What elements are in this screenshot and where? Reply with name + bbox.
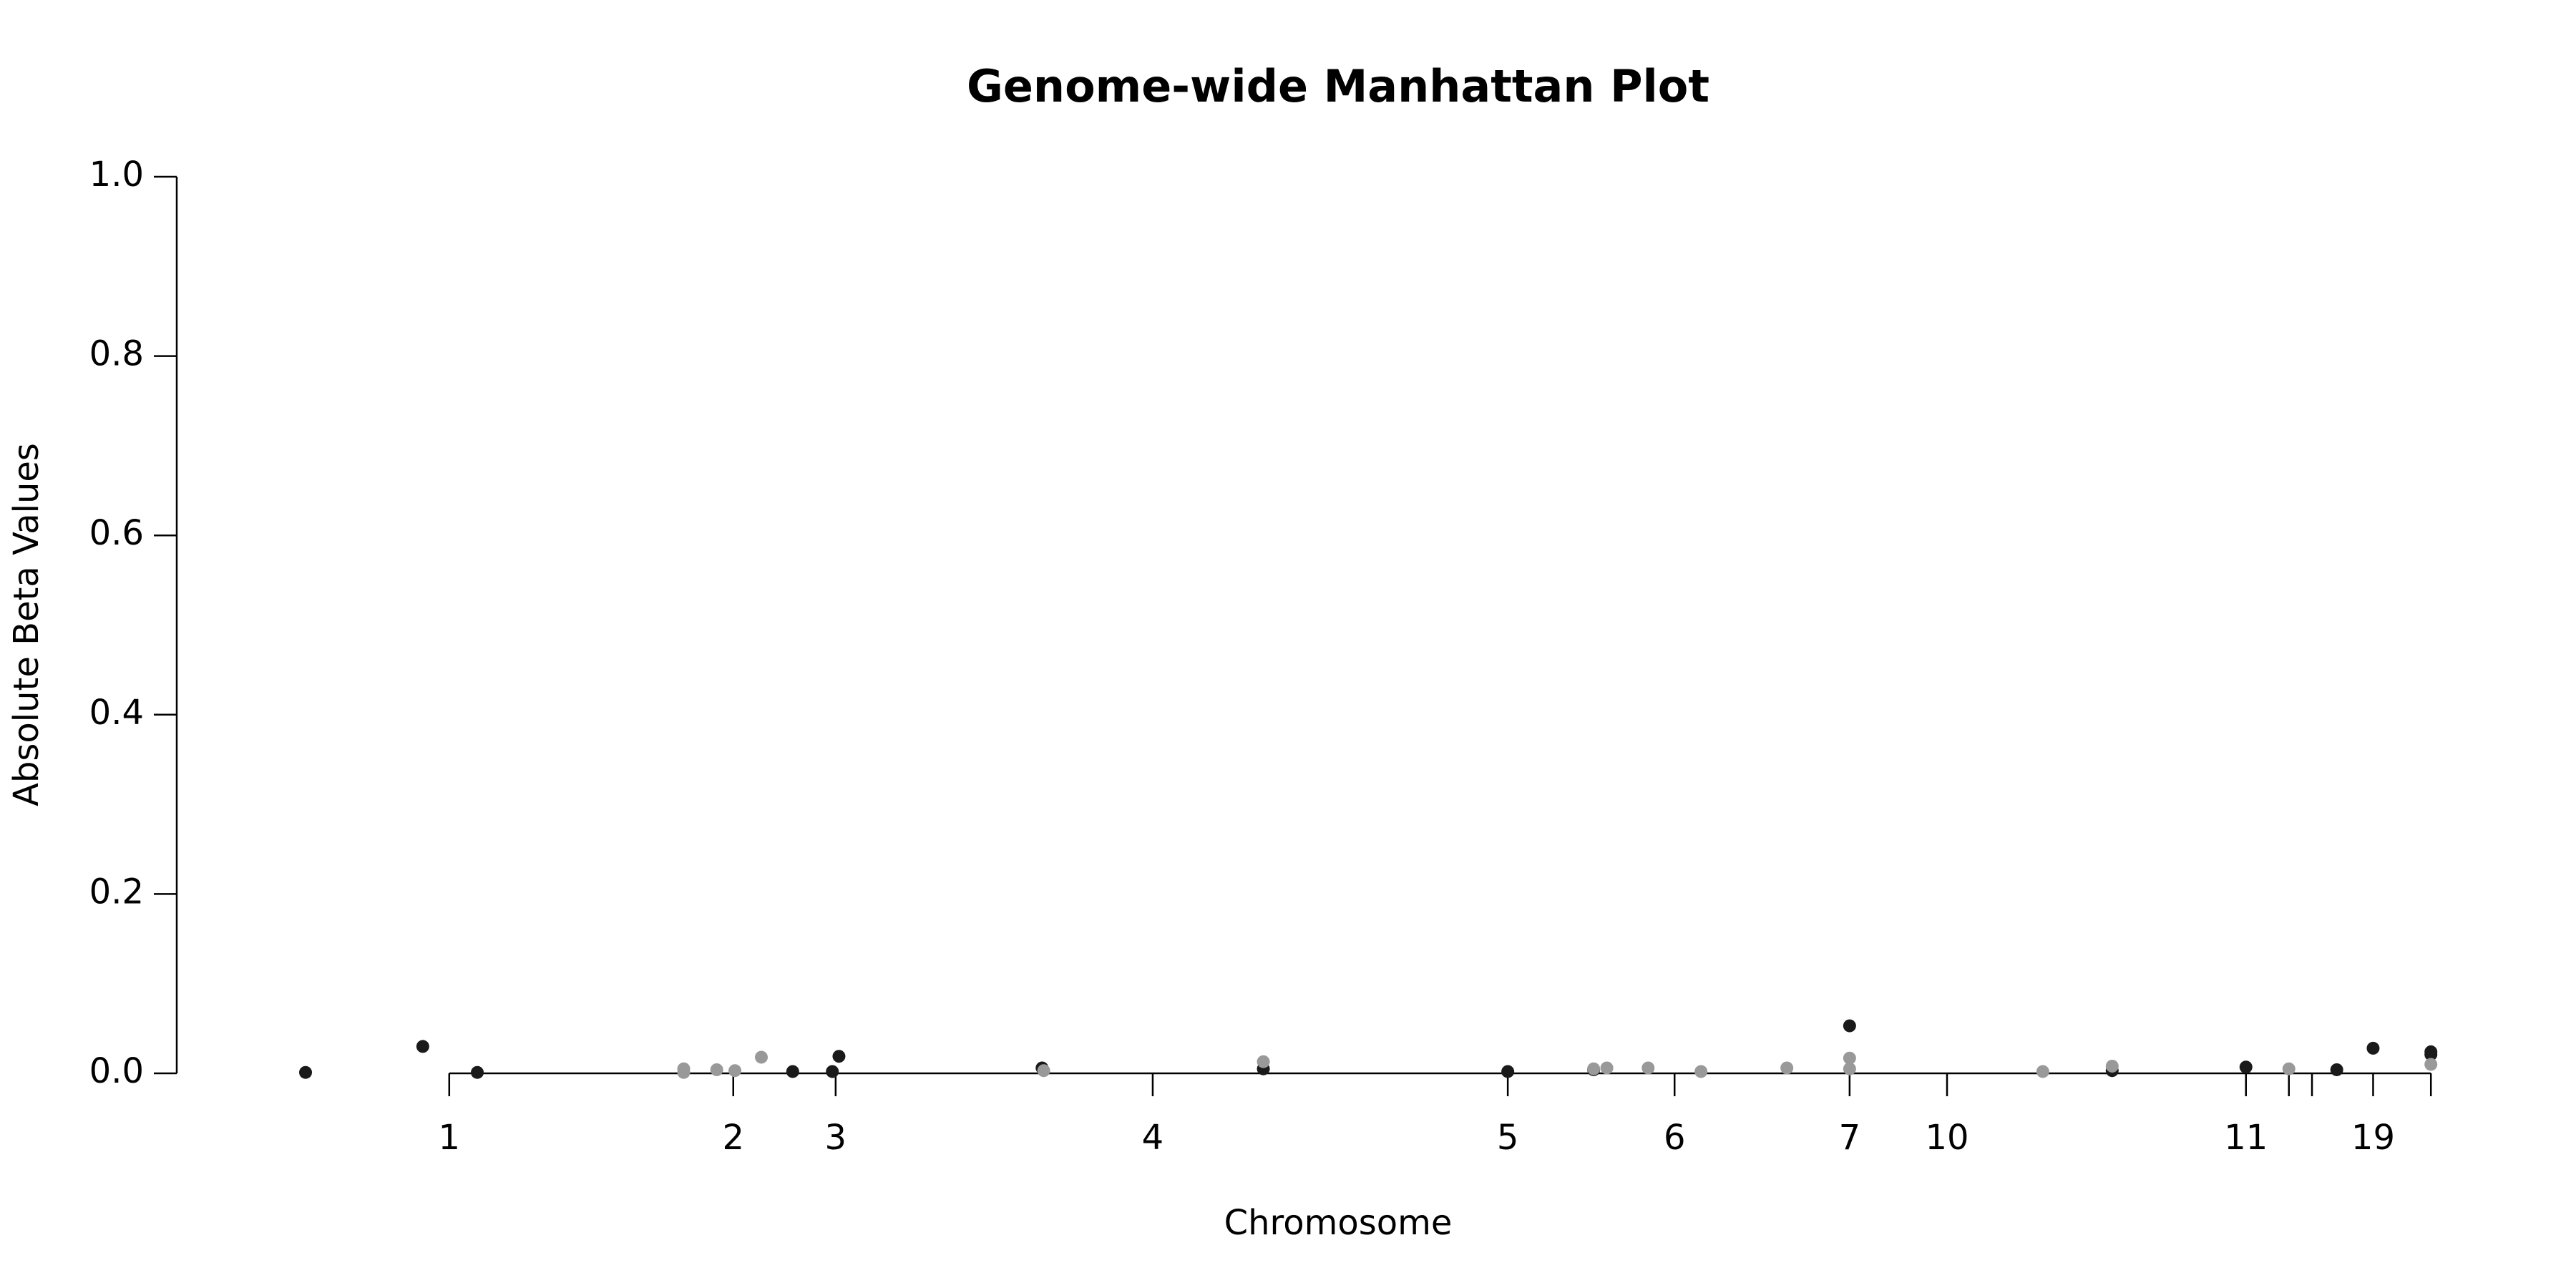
point <box>826 1065 839 1078</box>
point <box>1587 1062 1601 1075</box>
point <box>1694 1065 1708 1078</box>
y-tick-label: 0.0 <box>89 1051 144 1091</box>
point <box>2105 1059 2119 1073</box>
point <box>710 1063 723 1076</box>
point <box>1257 1055 1270 1068</box>
point <box>2366 1041 2380 1055</box>
point <box>754 1050 768 1064</box>
x-tick-label: 3 <box>825 1118 847 1158</box>
point <box>1843 1051 1856 1065</box>
y-tick-label: 0.8 <box>89 334 144 374</box>
point <box>677 1065 691 1079</box>
y-tick-label: 0.2 <box>89 872 144 912</box>
x-tick-label: 10 <box>1925 1118 1968 1158</box>
x-tick-label: 4 <box>1142 1118 1164 1158</box>
point <box>832 1050 846 1063</box>
x-tick-label: 2 <box>722 1118 744 1158</box>
x-tick-label: 5 <box>1497 1118 1519 1158</box>
point <box>2424 1058 2438 1071</box>
y-tick-label: 0.6 <box>89 513 144 553</box>
x-tick-label: 6 <box>1664 1118 1686 1158</box>
point <box>1843 1062 1856 1075</box>
point <box>299 1065 313 1079</box>
point <box>2282 1062 2296 1075</box>
x-tick-label: 11 <box>2224 1118 2268 1158</box>
point <box>1501 1065 1515 1078</box>
point <box>786 1065 799 1078</box>
point <box>1600 1061 1614 1075</box>
y-tick-label: 1.0 <box>89 155 144 195</box>
point <box>2424 1048 2438 1061</box>
point <box>1641 1061 1655 1075</box>
x-tick-label: 19 <box>2351 1118 2395 1158</box>
y-axis-label: Absolute Beta Values <box>6 443 47 806</box>
point <box>728 1064 742 1078</box>
point <box>1780 1061 1794 1075</box>
y-tick-label: 0.4 <box>89 693 144 733</box>
point <box>2239 1060 2253 1074</box>
point <box>416 1040 429 1053</box>
x-tick-label: 1 <box>439 1118 461 1158</box>
point <box>471 1065 484 1079</box>
x-tick-label: 7 <box>1839 1118 1861 1158</box>
point <box>1843 1019 1856 1033</box>
point <box>2036 1065 2049 1078</box>
point <box>1037 1064 1050 1078</box>
point <box>2330 1063 2343 1076</box>
chart-title: Genome-wide Manhattan Plot <box>967 60 1709 112</box>
x-axis-label: Chromosome <box>1224 1203 1453 1243</box>
